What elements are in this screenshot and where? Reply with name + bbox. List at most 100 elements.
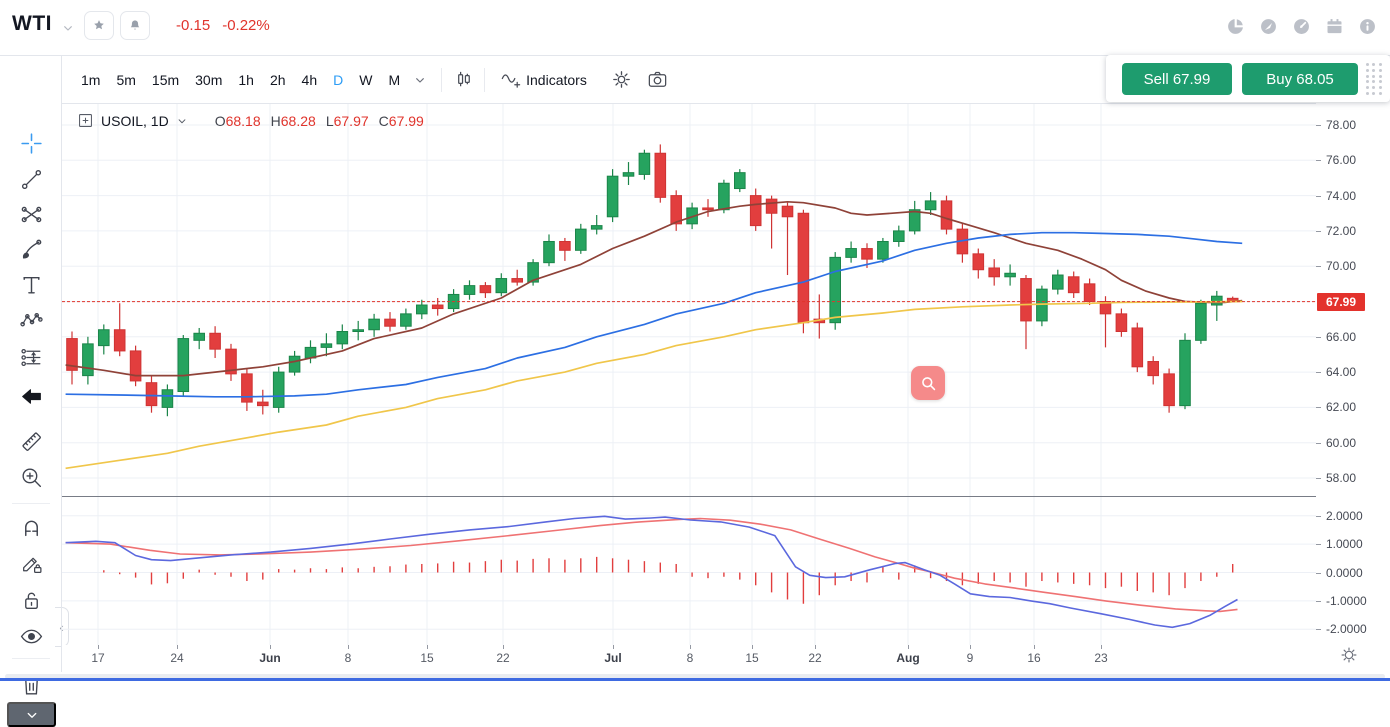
screenshot-button[interactable]: [645, 67, 671, 93]
main-blue: [65, 515, 1238, 629]
compass-icon[interactable]: [1258, 16, 1279, 37]
draw-lock-icon: [19, 551, 44, 576]
ohlc-values: O68.18 H68.28 L67.97 C67.99: [215, 113, 424, 129]
timeframe-2h[interactable]: 2h: [263, 67, 293, 93]
arrow-left-icon: [19, 384, 44, 409]
axis-tick: [1316, 336, 1321, 338]
price-change: -0.15: [176, 17, 211, 34]
tool-gann-fib[interactable]: [17, 200, 45, 228]
bottom-scrollbar[interactable]: [5, 674, 1385, 679]
timeframe-15m[interactable]: 15m: [145, 67, 186, 93]
trade-panel: Sell 67.99 Buy 68.05: [1106, 55, 1390, 102]
chart-settings-button[interactable]: [609, 67, 635, 93]
brush-icon: [19, 237, 44, 262]
axis-tick: [1034, 645, 1035, 649]
sell-button[interactable]: Sell 67.99: [1122, 63, 1232, 95]
ohlc-H: H68.28: [270, 112, 316, 129]
buy-button[interactable]: Buy 68.05: [1242, 63, 1358, 95]
tool-text-tool[interactable]: [17, 271, 45, 299]
time-axis-label: Jul: [604, 651, 622, 665]
axis-tick: [1316, 478, 1321, 479]
chevron-down-icon[interactable]: [175, 114, 189, 128]
toolbar-bottom-divider: [62, 103, 1390, 104]
text-tool-icon: [19, 273, 44, 298]
price-axis-label: 72.00: [1326, 223, 1357, 238]
timeframe-4h[interactable]: 4h: [295, 67, 325, 93]
axis-tick: [98, 645, 99, 649]
tool-forecast[interactable]: [17, 343, 45, 371]
legend-symbol[interactable]: USOIL, 1D: [101, 112, 169, 129]
watchlist-star-button[interactable]: [84, 11, 114, 40]
tool-zoom-in[interactable]: [17, 463, 45, 491]
toolbar-separator: [441, 67, 443, 92]
time-axis[interactable]: 17 24 Jun 8 15 22 Jul 8 15 22 Aug 9 16 23: [62, 645, 1316, 672]
info-icon[interactable]: [1357, 16, 1378, 37]
pattern-icon: [19, 308, 44, 333]
axis-tick: [1316, 266, 1321, 268]
price-axis-label: 66.00: [1326, 329, 1357, 344]
axis-settings-icon[interactable]: [1338, 644, 1360, 666]
timeframe-D[interactable]: D: [326, 67, 350, 93]
gann-fib-icon: [19, 202, 44, 227]
timeframe-1m[interactable]: 1m: [74, 67, 107, 93]
bell-icon: [127, 16, 143, 35]
indicators-button[interactable]: Indicators: [499, 68, 587, 91]
tool-ruler[interactable]: [17, 427, 45, 455]
panel-drag-handle[interactable]: [1364, 62, 1384, 96]
main-chart[interactable]: [62, 104, 1316, 645]
tool-pattern[interactable]: [17, 306, 45, 334]
axis-tick: [1316, 544, 1321, 546]
ma-lines: [65, 200, 1243, 470]
time-axis-label: 23: [1094, 651, 1108, 665]
time-axis-label: 8: [344, 651, 352, 665]
symbol-title[interactable]: WTI: [12, 12, 52, 35]
tool-magnet[interactable]: [17, 512, 45, 540]
toolbar-separator: [12, 658, 50, 659]
chart-style-button[interactable]: [450, 67, 476, 93]
time-axis-label: 22: [496, 651, 510, 665]
timeframe-5m[interactable]: 5m: [109, 67, 142, 93]
tool-brush[interactable]: [17, 235, 45, 263]
indicator-axis-label: 2.0000: [1326, 508, 1363, 523]
indicator-panel: [65, 515, 1238, 629]
calendar-icon[interactable]: [1324, 16, 1345, 37]
axis-tick: [752, 645, 753, 649]
timeframe-1h[interactable]: 1h: [231, 67, 261, 93]
pie-chart-icon[interactable]: [1225, 16, 1246, 37]
tool-unlock[interactable]: [17, 586, 45, 614]
time-axis-label: 9: [966, 651, 974, 665]
chart-search-button[interactable]: [911, 366, 945, 400]
axis-tick: [1316, 600, 1321, 602]
pane-separator[interactable]: [62, 496, 1390, 497]
tool-eye[interactable]: [17, 622, 45, 650]
tool-trend-line[interactable]: [17, 165, 45, 193]
timeframe-30m[interactable]: 30m: [188, 67, 229, 93]
unlock-icon: [19, 588, 44, 613]
alert-bell-button[interactable]: [120, 11, 150, 40]
add-symbol-icon[interactable]: [76, 111, 95, 130]
forecast-icon: [19, 345, 44, 370]
tool-draw-lock[interactable]: [17, 549, 45, 577]
tool-arrow-left[interactable]: [17, 382, 45, 410]
price-axis-label: 64.00: [1326, 365, 1357, 380]
tool-crosshair[interactable]: [17, 129, 45, 157]
price-axis-label: 78.00: [1326, 118, 1357, 132]
timeframe-expand-button[interactable]: [407, 67, 433, 93]
star-icon: [91, 16, 107, 35]
timeframe-row: 1m 5m 15m 30m 1h 2h 4h D W M: [74, 67, 407, 93]
signal-red: [65, 517, 1238, 613]
timeframe-M[interactable]: M: [381, 67, 407, 93]
eye-icon: [19, 624, 44, 649]
gauge-icon[interactable]: [1291, 16, 1312, 37]
indicator-axis-label: -2.0000: [1326, 622, 1367, 637]
timeframe-W[interactable]: W: [352, 67, 379, 93]
price-axis[interactable]: 67.99 78.00 76.00 74.00 72.00 70.00 66.00 64.0…: [1316, 56, 1390, 672]
crosshair-icon: [19, 131, 44, 156]
chevron-down-icon: [412, 72, 428, 88]
more-tools-button[interactable]: [7, 702, 56, 727]
time-axis-label: 16: [1027, 651, 1041, 665]
price-axis-label: 60.00: [1326, 435, 1357, 450]
symbol-chevron-down-icon[interactable]: [60, 20, 76, 36]
ma-yellow: [65, 300, 1243, 470]
